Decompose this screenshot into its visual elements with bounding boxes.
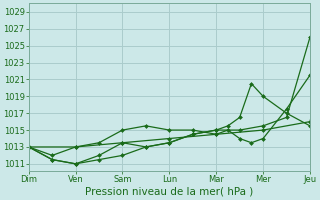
X-axis label: Pression niveau de la mer( hPa ): Pression niveau de la mer( hPa ) bbox=[85, 187, 253, 197]
